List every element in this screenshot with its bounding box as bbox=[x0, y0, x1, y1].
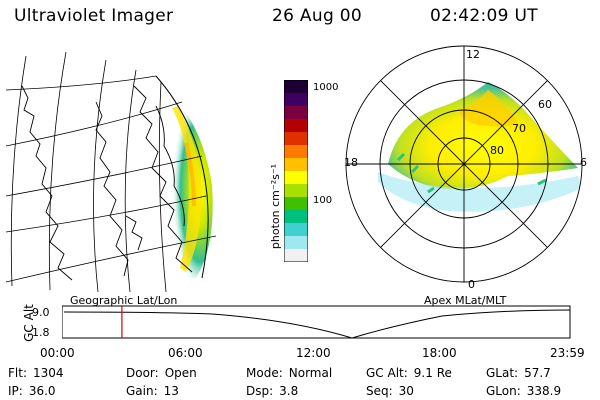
colorbar-swatch bbox=[284, 93, 308, 107]
instrument-title: Ultraviolet Imager bbox=[14, 6, 174, 26]
mlat-label-80: 80 bbox=[490, 144, 504, 157]
info-glat: GLat: 57.7 bbox=[486, 366, 551, 380]
colorbar-swatch bbox=[284, 145, 308, 159]
mlat-label-70: 70 bbox=[512, 122, 526, 135]
info-seq: Seq: 30 bbox=[366, 384, 414, 398]
colorbar-tick-1000: 1000 bbox=[313, 82, 339, 93]
time-tick-3: 18:00 bbox=[422, 346, 457, 360]
alt-ytick-9: 9.0 bbox=[32, 306, 50, 319]
info-glon: GLon: 338.9 bbox=[486, 384, 562, 398]
colorbar-swatch bbox=[284, 132, 308, 146]
colorbar-swatch bbox=[284, 210, 308, 224]
colorbar-swatch bbox=[284, 171, 308, 185]
colorbar-swatch bbox=[284, 197, 308, 211]
mlat-label-60: 60 bbox=[538, 98, 552, 111]
colorbar-swatch bbox=[284, 158, 308, 172]
polar-label: Apex MLat/MLT bbox=[424, 294, 507, 307]
info-mode: Mode: Normal bbox=[246, 366, 333, 380]
altitude-plot bbox=[62, 305, 571, 339]
colorbar-unit: photon cm⁻²s⁻¹ bbox=[269, 163, 283, 250]
info-gain: Gain: 13 bbox=[126, 384, 179, 398]
mlt-label-6: 6 bbox=[580, 156, 587, 169]
colorbar-swatch bbox=[284, 223, 308, 237]
time-tick-4: 23:59 bbox=[550, 346, 585, 360]
info-flt: Flt: 1304 bbox=[8, 366, 64, 380]
geographic-image bbox=[6, 51, 217, 292]
time-tick-1: 06:00 bbox=[168, 346, 203, 360]
colorbar-swatch bbox=[284, 119, 308, 133]
colorbar-swatch bbox=[284, 249, 308, 262]
info-ip: IP: 36.0 bbox=[8, 384, 56, 398]
date-label: 26 Aug 00 bbox=[272, 6, 362, 26]
colorbar-tick-100: 100 bbox=[313, 195, 333, 206]
info-dsp: Dsp: 3.8 bbox=[246, 384, 299, 398]
time-label: 02:42:09 UT bbox=[430, 6, 538, 26]
info-door: Door: Open bbox=[126, 366, 197, 380]
colorbar-swatch bbox=[284, 106, 308, 120]
info-gc-alt: GC Alt: 9.1 Re bbox=[366, 366, 452, 380]
time-tick-0: 00:00 bbox=[40, 346, 75, 360]
colorbar-swatch bbox=[284, 184, 308, 198]
mlt-label-18: 18 bbox=[344, 156, 358, 169]
colorbar-swatch bbox=[284, 236, 308, 250]
mlt-label-0: 0 bbox=[468, 278, 475, 291]
mlt-label-12: 12 bbox=[466, 48, 480, 61]
alt-ytick-1.8: 1.8 bbox=[32, 326, 50, 339]
geographic-label: Geographic Lat/Lon bbox=[70, 294, 178, 307]
color-bar bbox=[284, 80, 308, 262]
polar-image bbox=[345, 45, 583, 283]
time-tick-2: 12:00 bbox=[296, 346, 331, 360]
colorbar-swatch bbox=[284, 80, 308, 94]
